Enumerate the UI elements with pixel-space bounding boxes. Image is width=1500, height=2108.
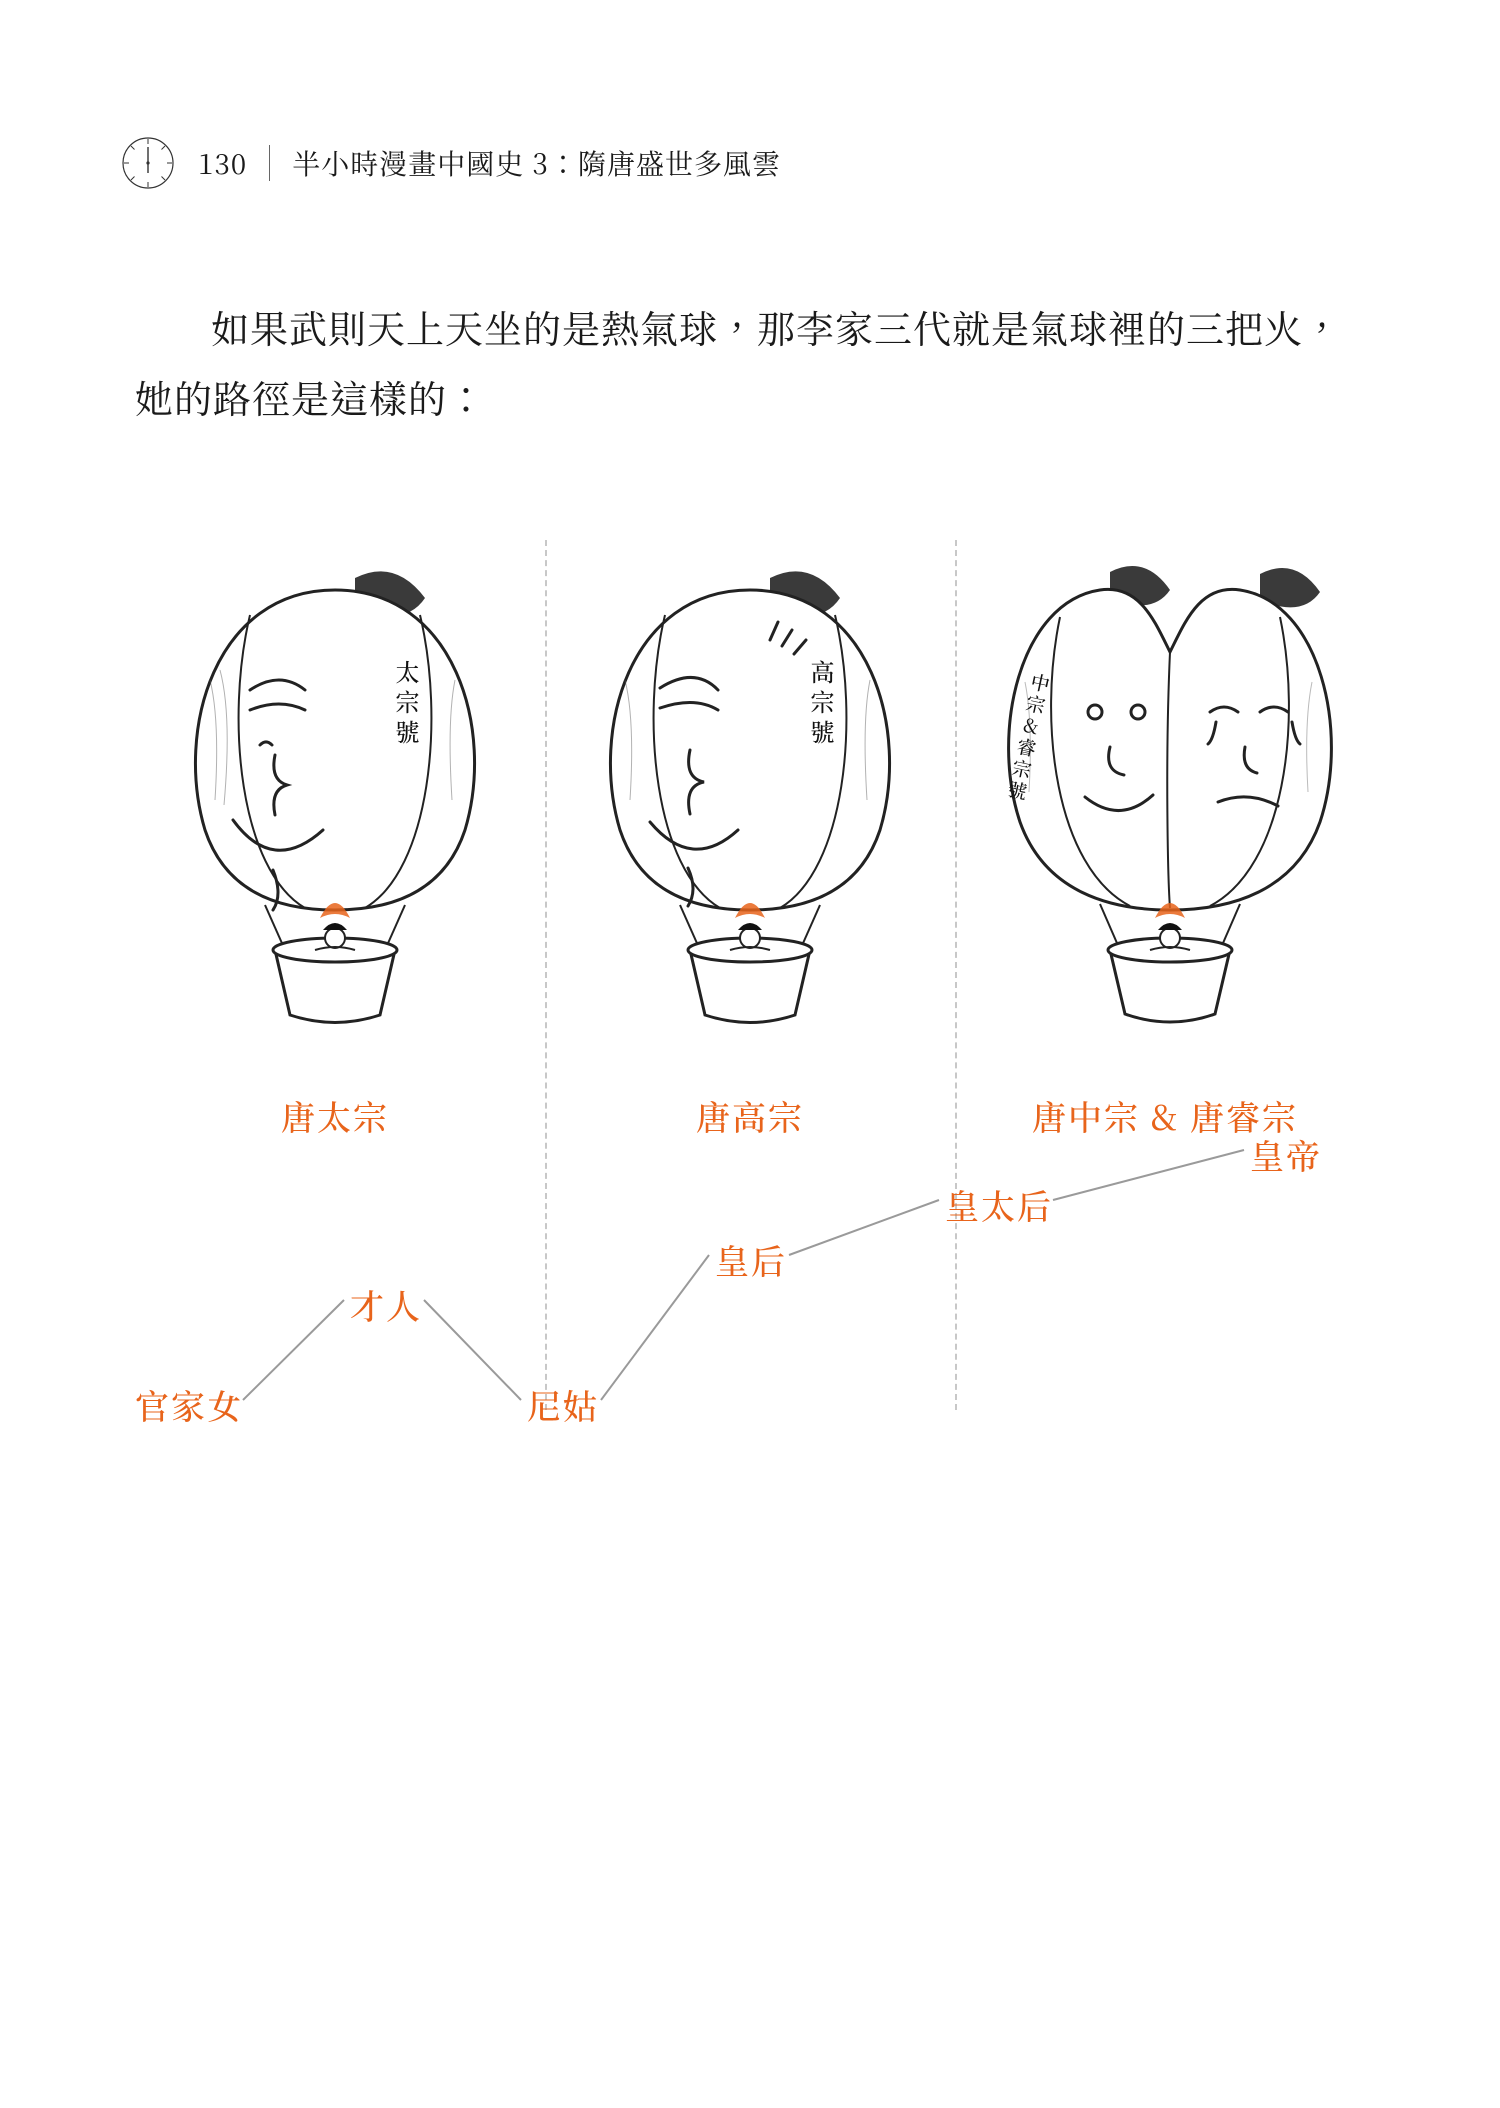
balloon-illustration: 高宗號 <box>570 570 930 1030</box>
path-node-cairen: 才人 <box>350 1280 422 1329</box>
clock-icon <box>120 135 176 191</box>
balloon-column: 太宗號 唐太宗 <box>135 540 535 1100</box>
balloons-row: 太宗號 唐太宗 <box>135 540 1365 1100</box>
path-node-nigu: 尼姑 <box>527 1380 599 1429</box>
page-header: 130 半小時漫畫中國史 3：隋唐盛世多風雲 <box>120 135 781 191</box>
path-node-guanjianv: 官家女 <box>135 1380 243 1429</box>
book-title: 半小時漫畫中國史 3：隋唐盛世多風雲 <box>292 143 781 183</box>
career-path-diagram: 官家女才人尼姑皇后皇太后皇帝 <box>135 1160 1365 1440</box>
path-node-huanghou: 皇后 <box>715 1235 787 1284</box>
balloon-column: 高宗號 唐高宗 <box>555 540 945 1100</box>
balloon-inside-label: 高宗號 <box>805 660 840 750</box>
path-node-huangdi: 皇帝 <box>1250 1130 1322 1179</box>
body-paragraph: 如果武則天上天坐的是熱氣球，那李家三代就是氣球裡的三把火，她的路徑是這樣的： <box>135 292 1365 433</box>
header-divider <box>269 145 270 181</box>
balloon-inside-label: 太宗號 <box>390 660 425 750</box>
balloon-illustration: 太宗號 <box>155 570 515 1030</box>
page-number: 130 <box>198 143 247 183</box>
path-node-taihuo: 皇太后 <box>945 1180 1053 1229</box>
balloon-illustration: 中宗&睿宗號 <box>960 562 1380 1032</box>
book-page: 130 半小時漫畫中國史 3：隋唐盛世多風雲 如果武則天上天坐的是熱氣球，那李家… <box>0 0 1500 2108</box>
paragraph-text: 如果武則天上天坐的是熱氣球，那李家三代就是氣球裡的三把火，她的路徑是這樣的： <box>135 292 1365 433</box>
balloon-column: 中宗&睿宗號 唐中宗 & 唐睿宗 <box>965 540 1365 1100</box>
